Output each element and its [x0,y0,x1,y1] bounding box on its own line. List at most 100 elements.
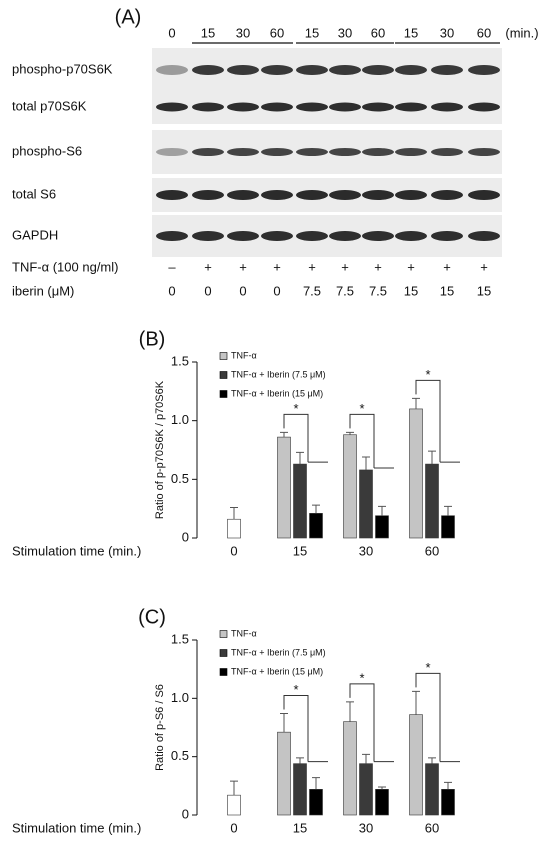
legend-swatch [219,649,228,657]
x-tick-label: 15 [293,543,307,558]
error-bar [280,713,288,733]
panel-label: (C) [138,606,166,628]
bar [343,434,357,539]
y-tick-label: 1.0 [171,690,189,705]
blot-band [261,65,293,75]
bar [227,518,241,539]
significance-bracket [415,379,460,463]
treatment-lane: 15 [404,283,418,298]
y-axis-label: Ratio of p-p70S6K / p70S6K [154,380,166,519]
time-unit: (min.) [505,25,538,40]
lane-time-label: 60 [371,25,385,40]
blot-row-label: GAPDH [12,227,58,242]
treatment-lane: 15 [440,283,454,298]
error-bar [412,690,420,715]
error-bar [428,757,436,764]
legend-label: TNF-α + Iberin (15 μM) [231,666,323,676]
blot-band [261,102,293,112]
blot-band [468,102,500,112]
significance-bracket [349,413,394,469]
blot-band [296,65,328,75]
blot-band [362,65,394,75]
bar [375,789,389,816]
bar [425,763,439,816]
blot-band [192,231,224,241]
bar [343,721,357,816]
x-tick-label: 30 [359,543,373,558]
blot-band [329,190,361,200]
bar [277,436,291,539]
blot-band [261,231,293,241]
treatment-lane: 7.5 [369,283,387,298]
blot-band [468,190,500,200]
legend-swatch [219,371,228,379]
blot-band [395,190,427,200]
blot-band [362,190,394,200]
significance-bracket [349,683,394,763]
x-tick-label: 60 [425,820,439,835]
blot-band [296,231,328,241]
blot-band [156,148,188,156]
treatment-lane: 7.5 [303,283,321,298]
blot-band [431,190,463,200]
x-tick-label: 0 [230,820,237,835]
blot-band [468,65,500,75]
blot-band [261,190,293,200]
blot-band [468,231,500,241]
error-bar [346,431,354,435]
blot-band [156,190,188,200]
blot-band [156,231,188,241]
blot-band [431,102,463,112]
lane-time-label: 60 [477,25,491,40]
legend-label: TNF-α + Iberin (7.5 μM) [231,647,326,657]
blot-band [395,102,427,112]
blot-band [329,231,361,241]
blot-band [362,102,394,112]
treatment-lane: + [374,259,382,274]
blot-band [192,65,224,75]
legend-swatch [219,390,228,398]
bar [409,714,423,816]
treatment-lane: + [407,259,415,274]
bar [441,789,455,816]
blot-band [156,65,188,75]
lane-time-label: 30 [236,25,250,40]
treatment-lane: 0 [239,283,246,298]
blot-row-label: phospho-S6 [12,143,82,158]
treatment-lane: 0 [168,283,175,298]
bar [277,731,291,816]
bar [309,789,323,816]
error-bar [296,757,304,764]
blot-band [395,148,427,156]
bar [409,408,423,539]
lane-time-label: 30 [440,25,454,40]
treatment-lane: – [168,259,176,274]
blot-band [362,148,394,156]
error-bar [412,397,420,409]
lane-time-label: 15 [404,25,418,40]
blot-band [227,65,259,75]
blot-band [431,65,463,75]
legend-label: TNF-α [231,350,257,360]
bar [293,463,307,539]
treatment-lane: 0 [204,283,211,298]
bar [359,763,373,816]
error-bar [362,456,370,470]
blot-band [192,102,224,112]
treatment-label: TNF-α (100 ng/ml) [12,259,118,274]
blot-band [227,148,259,156]
blot-row-label: total S6 [12,186,56,201]
legend-label: TNF-α + Iberin (7.5 μM) [231,369,326,379]
y-tick-label: 0 [182,806,189,821]
bar [359,469,373,539]
treatment-lane: 15 [477,283,491,298]
x-tick-label: 15 [293,820,307,835]
blot-row-label: phospho-p70S6K [12,61,113,76]
significance-star: * [425,660,430,675]
error-bar [444,505,452,516]
panel-label: (A) [115,6,142,28]
blot-band [192,148,224,156]
blot-band [431,148,463,156]
lane-time-label: 15 [201,25,215,40]
lane-time-label: 60 [270,25,284,40]
